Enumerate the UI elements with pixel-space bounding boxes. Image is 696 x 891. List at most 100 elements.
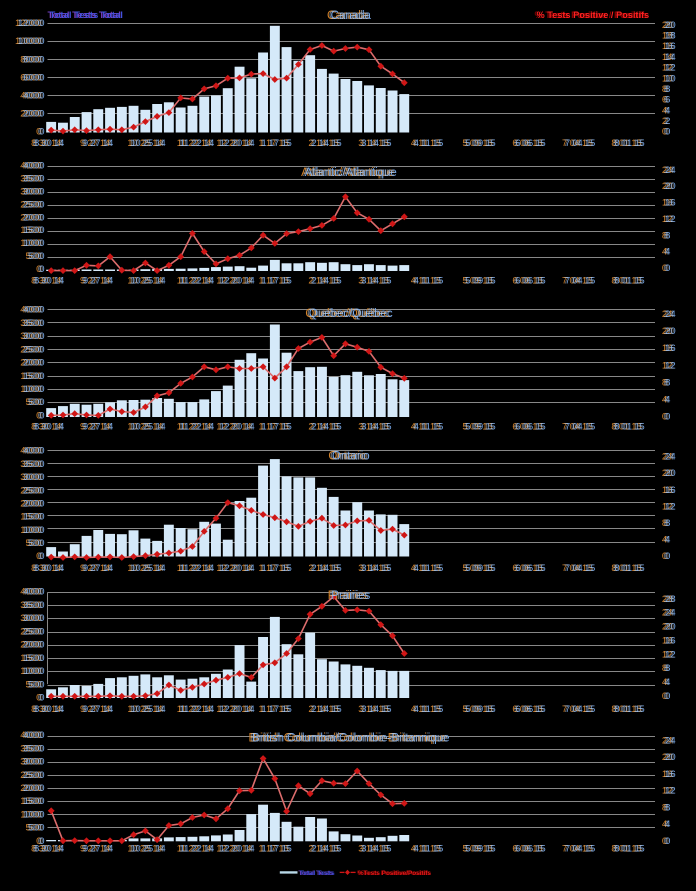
- svg-text:2 14 15: 2 14 15: [310, 704, 340, 714]
- svg-text:Total Tests Total: Total Tests Total: [50, 10, 123, 21]
- svg-text:20: 20: [665, 622, 676, 633]
- svg-text:16: 16: [665, 769, 676, 780]
- svg-text:0: 0: [38, 264, 43, 275]
- svg-text:8000: 8000: [20, 54, 41, 65]
- svg-text:8 01 15: 8 01 15: [615, 276, 645, 286]
- svg-text:7 04 15: 7 04 15: [562, 704, 592, 714]
- svg-text:24: 24: [664, 165, 675, 176]
- svg-text:5 09 15: 5 09 15: [462, 704, 492, 714]
- svg-text:11 22 14: 11 22 14: [178, 422, 212, 432]
- svg-text:3000: 3000: [22, 331, 43, 342]
- svg-text:8 01 15: 8 01 15: [613, 138, 643, 148]
- svg-text:3500: 3500: [20, 600, 41, 611]
- svg-text:500: 500: [26, 538, 42, 549]
- svg-text:British Columbia/Colombie-Brit: British Columbia/Colombie-Britannique: [252, 732, 450, 744]
- svg-text:9 27 14: 9 27 14: [80, 844, 110, 854]
- svg-text:28: 28: [664, 594, 675, 605]
- svg-text:24: 24: [662, 452, 673, 463]
- svg-text:2000: 2000: [23, 499, 44, 510]
- svg-text:7 04 15: 7 04 15: [564, 276, 594, 286]
- svg-text:7 04 15: 7 04 15: [562, 138, 592, 148]
- svg-text:1500: 1500: [20, 371, 41, 382]
- svg-text:1 17 15: 1 17 15: [260, 276, 290, 286]
- svg-text:16: 16: [662, 636, 673, 647]
- svg-text:6 06 15: 6 06 15: [512, 138, 542, 148]
- svg-text:4: 4: [664, 819, 669, 830]
- svg-text:4 11 15: 4 11 15: [412, 422, 441, 432]
- svg-text:Atlantic/Atlantique: Atlantic/Atlantique: [305, 167, 397, 179]
- svg-text:2500: 2500: [23, 344, 44, 355]
- svg-text:4000: 4000: [20, 305, 41, 316]
- svg-text:1500: 1500: [22, 796, 43, 807]
- svg-text:20: 20: [662, 622, 673, 633]
- svg-text:1500: 1500: [23, 225, 44, 236]
- svg-text:4 11 15: 4 11 15: [414, 844, 443, 854]
- svg-text:10: 10: [662, 73, 673, 84]
- svg-text:0: 0: [665, 691, 670, 702]
- svg-text:5 09 15: 5 09 15: [466, 844, 496, 854]
- svg-text:2500: 2500: [20, 344, 41, 355]
- svg-text:8000: 8000: [23, 54, 44, 65]
- svg-text:4 11 15: 4 11 15: [414, 563, 443, 573]
- svg-text:8 01 15: 8 01 15: [611, 844, 641, 854]
- svg-text:4 11 15: 4 11 15: [412, 704, 441, 714]
- svg-text:Atlantic/Atlantique: Atlantic/Atlantique: [301, 167, 393, 179]
- svg-text:12 20 14: 12 20 14: [220, 422, 255, 432]
- svg-text:16: 16: [665, 485, 676, 496]
- svg-text:6 06 15: 6 06 15: [512, 704, 542, 714]
- svg-text:500: 500: [26, 679, 42, 690]
- svg-text:Prairies: Prairies: [330, 590, 369, 602]
- svg-text:12 20 14: 12 20 14: [218, 138, 253, 148]
- svg-text:8 01 15: 8 01 15: [611, 138, 641, 148]
- svg-text:0: 0: [36, 836, 41, 847]
- svg-text:2 14 15: 2 14 15: [308, 138, 338, 148]
- svg-text:Canada: Canada: [327, 10, 368, 22]
- svg-text:2 14 15: 2 14 15: [310, 422, 340, 432]
- svg-text:8000: 8000: [22, 54, 43, 65]
- svg-text:3 14 15: 3 14 15: [361, 704, 391, 714]
- svg-text:4: 4: [662, 535, 667, 546]
- svg-text:8 01 15: 8 01 15: [613, 422, 643, 432]
- svg-text:12: 12: [665, 214, 676, 225]
- svg-text:1500: 1500: [22, 512, 43, 523]
- svg-text:10 25 14: 10 25 14: [131, 138, 166, 148]
- svg-text:500: 500: [29, 679, 45, 690]
- svg-text:1 17 15: 1 17 15: [262, 844, 292, 854]
- svg-text:6 06 15: 6 06 15: [514, 704, 544, 714]
- svg-text:4: 4: [662, 105, 667, 116]
- svg-text:4 11 15: 4 11 15: [411, 704, 440, 714]
- svg-text:6 06 15: 6 06 15: [516, 844, 546, 854]
- svg-text:12: 12: [664, 214, 675, 225]
- svg-text:1 17 15: 1 17 15: [258, 844, 288, 854]
- svg-text:11 22 14: 11 22 14: [180, 844, 214, 854]
- svg-text:2 14 15: 2 14 15: [312, 138, 342, 148]
- svg-text:1000: 1000: [20, 666, 41, 677]
- svg-text:500: 500: [29, 251, 45, 262]
- svg-text:4 11 15: 4 11 15: [411, 276, 440, 286]
- svg-text:10 25 14: 10 25 14: [131, 422, 166, 432]
- svg-text:20: 20: [664, 468, 675, 479]
- svg-text:3 14 15: 3 14 15: [360, 422, 390, 432]
- svg-text:1 17 15: 1 17 15: [262, 422, 292, 432]
- svg-text:4 11 15: 4 11 15: [411, 844, 440, 854]
- svg-text:3 14 15: 3 14 15: [360, 844, 390, 854]
- svg-text:8: 8: [665, 518, 670, 529]
- svg-text:0: 0: [665, 263, 670, 274]
- svg-text:6 06 15: 6 06 15: [516, 563, 546, 573]
- svg-text:1000: 1000: [22, 238, 43, 249]
- svg-text:1500: 1500: [22, 371, 43, 382]
- svg-text:6000: 6000: [20, 72, 41, 83]
- svg-text:12: 12: [664, 63, 675, 74]
- svg-text:3500: 3500: [22, 600, 43, 611]
- svg-text:500: 500: [26, 397, 42, 408]
- svg-text:20: 20: [665, 181, 676, 192]
- svg-text:4: 4: [664, 394, 669, 405]
- svg-text:4 11 15: 4 11 15: [411, 563, 440, 573]
- svg-text:2000: 2000: [23, 783, 44, 794]
- svg-text:9 27 14: 9 27 14: [82, 138, 112, 148]
- svg-text:16: 16: [665, 636, 676, 647]
- svg-text:24: 24: [662, 165, 673, 176]
- svg-text:2500: 2500: [22, 344, 43, 355]
- svg-text:3500: 3500: [22, 743, 43, 754]
- svg-text:Ontario: Ontario: [330, 450, 368, 462]
